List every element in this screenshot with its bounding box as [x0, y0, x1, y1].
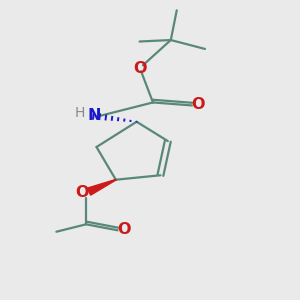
Text: O: O [191, 97, 205, 112]
Text: H: H [75, 106, 85, 120]
Text: O: O [75, 185, 88, 200]
Text: N: N [88, 108, 101, 123]
Text: O: O [134, 61, 147, 76]
Text: O: O [118, 222, 131, 237]
Polygon shape [88, 179, 116, 195]
